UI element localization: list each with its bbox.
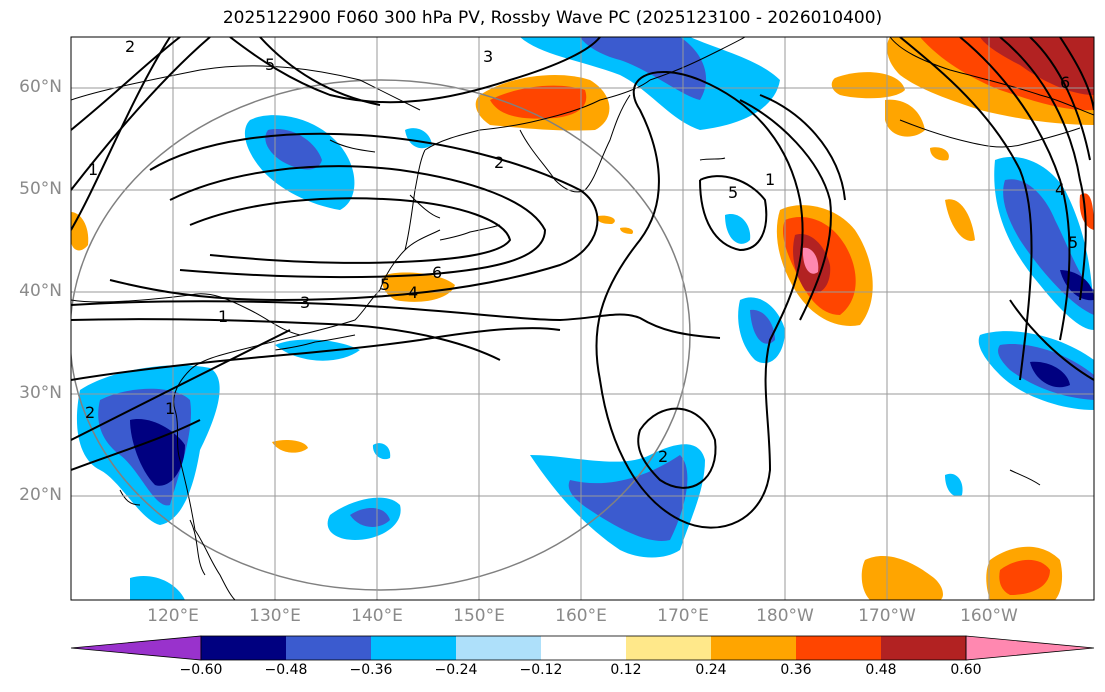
colorbar-swatch — [541, 636, 626, 660]
lon-label: 120°E — [147, 606, 199, 626]
lat-label: 20°N — [19, 485, 62, 505]
contour-label: 5 — [1068, 233, 1078, 252]
contour-label: 1 — [88, 160, 98, 179]
colorbar-swatch — [371, 636, 456, 660]
colorbar-swatch — [626, 636, 711, 660]
contour-label: 2 — [125, 37, 135, 56]
lon-label: 180°W — [756, 606, 814, 626]
colorbar-tick-label: −0.36 — [349, 662, 393, 678]
colorbar-tick-label: 0.36 — [780, 662, 812, 678]
colorbar-swatch — [881, 636, 966, 660]
map-title: 2025122900 F060 300 hPa PV, Rossby Wave … — [222, 8, 883, 28]
lat-label: 60°N — [19, 77, 62, 97]
colorbar-tick-label: −0.48 — [264, 662, 308, 678]
colorbar-tick-label: 0.12 — [610, 662, 642, 678]
contour-label: 2 — [85, 403, 95, 422]
colorbar-tick-label: −0.60 — [179, 662, 223, 678]
lon-label: 170°W — [858, 606, 916, 626]
map-frame — [70, 36, 1095, 601]
lon-label: 130°E — [249, 606, 301, 626]
positive-anomaly-shading — [71, 37, 1094, 600]
colorbar-swatch — [201, 636, 286, 660]
contour-label: 1 — [165, 399, 175, 418]
coastlines — [71, 37, 1094, 600]
contour-label: 5 — [380, 275, 390, 294]
colorbar-swatch — [711, 636, 796, 660]
colorbar-frame — [200, 635, 967, 661]
contour-label: 4 — [408, 283, 418, 302]
contour-label: 3 — [300, 293, 310, 312]
contour-label: 2 — [494, 153, 504, 172]
lon-label: 160°E — [555, 606, 607, 626]
colorbar-tick-label: −0.12 — [519, 662, 563, 678]
colorbar-swatch — [456, 636, 541, 660]
colorbar-tick-label: 0.48 — [865, 662, 897, 678]
colorbar-tick-label: −0.24 — [434, 662, 478, 678]
contour-label: 1 — [218, 307, 228, 326]
lat-label: 50°N — [19, 179, 62, 199]
contour-label: 4 — [1055, 180, 1065, 199]
contour-label: 1 — [765, 170, 775, 189]
colorbar-swatch — [796, 636, 881, 660]
lat-label: 30°N — [19, 383, 62, 403]
colorbar-tick-label: 0.60 — [950, 662, 982, 678]
lon-label: 140°E — [351, 606, 403, 626]
negative-anomaly-shading — [76, 37, 1094, 600]
contour-label: 5 — [265, 55, 275, 74]
contour-label: 2 — [658, 447, 668, 466]
lon-label: 160°W — [960, 606, 1018, 626]
colorbar-min-extension — [70, 635, 202, 661]
pv-contours — [71, 37, 1094, 529]
lon-label: 150°E — [453, 606, 505, 626]
contour-label: 6 — [1060, 73, 1070, 92]
lat-label: 40°N — [19, 281, 62, 301]
contour-label: 6 — [432, 263, 442, 282]
colorbar-tick-label: 0.24 — [695, 662, 727, 678]
contour-label: 5 — [728, 183, 738, 202]
lon-label: 170°E — [657, 606, 709, 626]
colorbar-swatch — [286, 636, 371, 660]
contour-label: 3 — [483, 47, 493, 66]
colorbar-max-extension — [965, 635, 1095, 661]
colorbar — [70, 635, 1095, 661]
